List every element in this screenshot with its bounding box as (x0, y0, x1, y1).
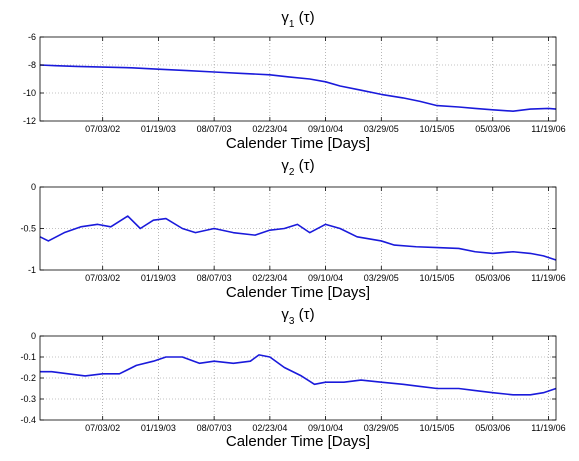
x-tick-label: 10/15/05 (420, 273, 455, 283)
x-axis-label: Calender Time [Days] (226, 135, 370, 152)
y-tick-label: 0 (31, 331, 36, 341)
x-tick-label: 10/15/05 (420, 423, 455, 433)
x-tick-label: 02/23/04 (252, 273, 287, 283)
x-tick-label: 05/03/06 (475, 273, 510, 283)
title-suffix: (τ) (294, 157, 314, 174)
x-tick-label: 10/15/05 (420, 124, 455, 134)
y-tick-label: -6 (28, 32, 36, 42)
y-tick-label: -0.2 (20, 373, 36, 383)
x-axis-label: Calender Time [Days] (226, 433, 370, 450)
x-tick-label: 01/19/03 (141, 423, 176, 433)
y-tick-label: -0.3 (20, 394, 36, 404)
title-suffix: (τ) (294, 306, 314, 323)
x-tick-label: 09/10/04 (308, 124, 343, 134)
x-tick-label: 05/03/06 (475, 124, 510, 134)
chart-panel-3: 07/03/02 01/19/03 08/07/03 02/23/04 09/10/04… (20, 306, 565, 450)
chart-title: γ1 (τ) (281, 9, 314, 30)
x-axis-label: Calender Time [Days] (226, 284, 370, 301)
x-tick-label: 02/23/04 (252, 124, 287, 134)
title-suffix: (τ) (294, 9, 314, 26)
x-tick-label: 09/10/04 (308, 273, 343, 283)
chart-panel-2: 07/03/02 01/19/03 08/07/03 02/23/04 09/10/04… (20, 157, 565, 301)
y-tick-label: -0.4 (20, 415, 36, 425)
x-tick-label: 07/03/02 (85, 124, 120, 134)
x-tick-label: 07/03/02 (85, 423, 120, 433)
x-tick-label: 08/07/03 (197, 124, 232, 134)
x-tick-label: 05/03/06 (475, 423, 510, 433)
x-tick-label: 09/10/04 (308, 423, 343, 433)
y-tick-label: 0 (31, 182, 36, 192)
x-tick-label: 07/03/02 (85, 273, 120, 283)
y-tick-label: -0.5 (20, 224, 36, 234)
y-tick-label: -8 (28, 60, 36, 70)
x-tick-label: 11/19/06 (531, 423, 565, 433)
x-tick-label: 08/07/03 (197, 273, 232, 283)
chart-title: γ2 (τ) (281, 157, 314, 178)
x-tick-label: 03/29/05 (364, 273, 399, 283)
x-tick-label: 03/29/05 (364, 423, 399, 433)
y-tick-label: -0.1 (20, 352, 36, 362)
x-tick-label: 08/07/03 (197, 423, 232, 433)
x-tick-label: 11/19/06 (531, 124, 565, 134)
y-tick-label: -12 (23, 116, 36, 126)
y-tick-label: -1 (28, 265, 36, 275)
x-tick-label: 01/19/03 (141, 273, 176, 283)
x-tick-label: 01/19/03 (141, 124, 176, 134)
x-tick-label: 02/23/04 (252, 423, 287, 433)
chart-title: γ3 (τ) (281, 306, 314, 327)
x-tick-label: 11/19/06 (531, 273, 565, 283)
y-tick-label: -10 (23, 88, 36, 98)
x-tick-label: 03/29/05 (364, 124, 399, 134)
chart-panel-1: 07/03/02 01/19/03 08/07/03 02/23/04 09/10/04… (23, 9, 566, 152)
